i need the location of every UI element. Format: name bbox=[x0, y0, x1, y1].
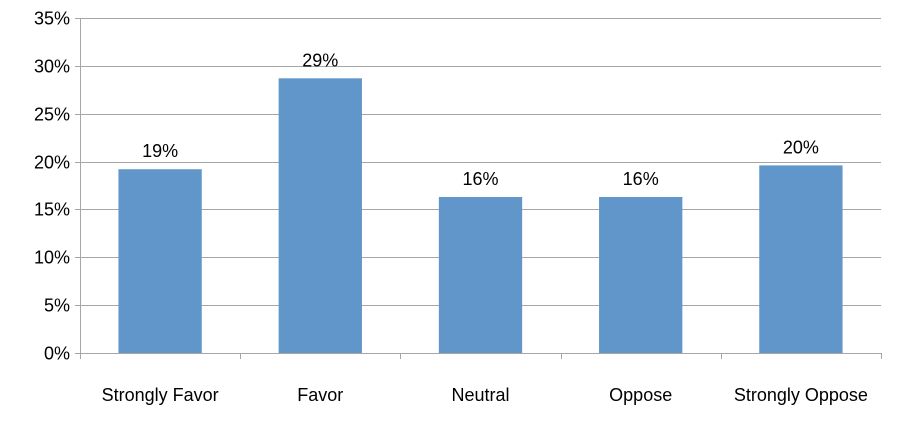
x-category-label: Strongly Favor bbox=[102, 385, 219, 405]
bar bbox=[599, 196, 683, 353]
y-tick-label: 20% bbox=[34, 153, 70, 173]
y-tick-label: 35% bbox=[34, 9, 70, 29]
bar bbox=[278, 78, 362, 354]
y-tick-label: 5% bbox=[44, 296, 70, 316]
data-label: 20% bbox=[783, 137, 819, 157]
data-label: 16% bbox=[623, 169, 659, 189]
axes bbox=[75, 18, 882, 359]
x-category-label: Strongly Oppose bbox=[734, 385, 868, 405]
y-tick-label: 10% bbox=[34, 248, 70, 268]
labels: 0% 5% 10% 15% 20% 25% 30% 35% 19% Strongly Favor 2… bbox=[34, 9, 868, 406]
y-tick-label: 15% bbox=[34, 200, 70, 220]
bar bbox=[759, 165, 843, 353]
bar bbox=[118, 169, 202, 353]
data-label: 16% bbox=[462, 169, 498, 189]
x-category-label: Favor bbox=[297, 385, 343, 405]
data-label: 29% bbox=[302, 50, 338, 70]
y-tick-label: 25% bbox=[34, 105, 70, 125]
bars bbox=[118, 78, 843, 354]
y-tick-label: 0% bbox=[44, 344, 70, 364]
y-tick-label: 30% bbox=[34, 57, 70, 77]
data-label: 19% bbox=[142, 141, 178, 161]
bar bbox=[438, 196, 523, 353]
x-category-label: Neutral bbox=[451, 385, 509, 405]
x-category-label: Oppose bbox=[609, 385, 672, 405]
